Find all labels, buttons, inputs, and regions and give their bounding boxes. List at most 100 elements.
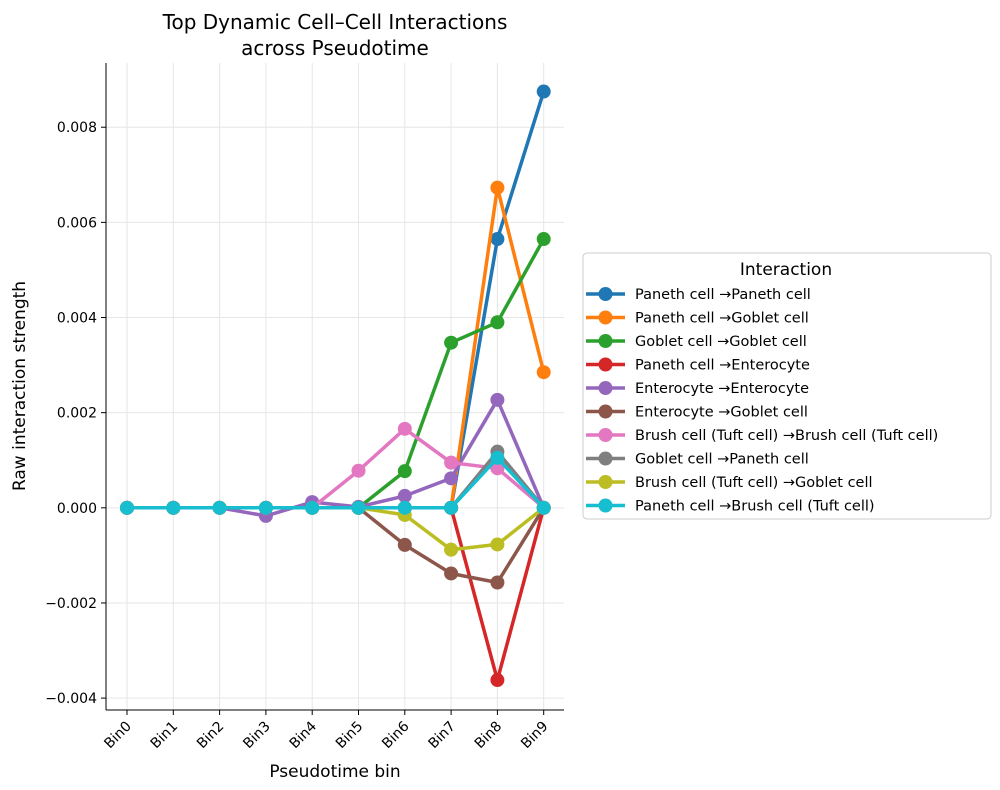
series-line: [127, 398, 546, 518]
legend-title: Interaction: [740, 260, 832, 280]
data-point: [444, 455, 459, 470]
legend-label: Enterocyte →Goblet cell: [635, 405, 808, 421]
data-point: [397, 421, 412, 436]
y-tick-label: 0.008: [57, 120, 97, 136]
y-tick-label: 0.000: [57, 501, 97, 517]
legend-swatch-marker: [598, 381, 613, 395]
data-point: [258, 500, 273, 515]
legend-item: Paneth cell →Brush cell (Tuft cell): [586, 498, 875, 515]
legend-item: Enterocyte →Enterocyte: [586, 381, 809, 397]
legend-swatch-marker: [598, 404, 613, 419]
legend-frame: [582, 252, 992, 520]
y-ticks: −0.004 −0.002 0.000 0.002 0.004 0.006 0.008: [45, 120, 106, 707]
data-point: [490, 232, 505, 247]
data-point: [536, 500, 551, 515]
legend: Interaction Paneth cell →Paneth cellPane…: [582, 252, 992, 520]
y-tick-label: 0.002: [57, 406, 97, 422]
series-line: [127, 427, 545, 510]
legend-label: Paneth cell →Goblet cell: [635, 311, 809, 327]
data-point: [536, 84, 551, 99]
data-point: [444, 566, 459, 581]
y-tick-label: −0.002: [45, 596, 97, 612]
y-tick-label: 0.006: [57, 215, 97, 231]
data-point: [166, 500, 181, 515]
x-ticks: Bin0 Bin1 Bin2 Bin3 Bin4 Bin5 Bin6 Bin7 Bin8 Bin9: [101, 710, 552, 752]
legend-label: Enterocyte →Enterocyte: [635, 381, 809, 397]
data-point: [536, 365, 551, 380]
legend-label: Paneth cell →Enterocyte: [635, 358, 810, 374]
x-axis-label: Pseudotime bin: [269, 762, 400, 782]
x-tick-label: Bin7: [425, 719, 458, 752]
series-3: [120, 500, 551, 688]
chart-title-line-1: Top Dynamic Cell–Cell Interactions: [162, 10, 508, 34]
legend-label: Brush cell (Tuft cell) →Goblet cell: [635, 475, 873, 491]
legend-item: Paneth cell →Enterocyte: [586, 357, 810, 374]
data-point: [351, 463, 366, 478]
x-tick-label: Bin0: [101, 719, 134, 752]
data-point: [397, 488, 412, 503]
x-tick-label: Bin4: [287, 718, 320, 751]
legend-item: Paneth cell →Paneth cell: [586, 287, 811, 303]
data-point: [444, 542, 459, 557]
data-point: [120, 500, 134, 515]
data-point: [397, 464, 412, 479]
data-point: [490, 392, 505, 407]
legend-item: Paneth cell →Goblet cell: [586, 310, 809, 327]
series-line: [127, 506, 545, 552]
data-point: [490, 673, 505, 688]
series-line: [127, 185, 546, 510]
data-point: [444, 500, 459, 515]
legend-swatch-marker: [598, 357, 613, 372]
legend-swatch-marker: [598, 475, 613, 489]
data-point: [536, 232, 551, 247]
data-point: [397, 500, 412, 515]
chart-title-line-2: across Pseudotime: [241, 36, 429, 60]
legend-label: Goblet cell →Paneth cell: [635, 452, 809, 468]
x-tick-label: Bin1: [148, 719, 181, 752]
legend-label: Goblet cell →Goblet cell: [635, 334, 807, 350]
legend-label: Paneth cell →Brush cell (Tuft cell): [635, 499, 875, 515]
legend-swatch-marker: [598, 310, 613, 325]
data-point: [444, 471, 459, 486]
data-point: [490, 315, 505, 330]
series-9: [120, 450, 551, 515]
data-point: [444, 335, 459, 350]
legend-label: Brush cell (Tuft cell) →Brush cell (Tuft…: [635, 428, 938, 444]
data-point: [490, 180, 505, 195]
x-tick-label: Bin3: [240, 719, 273, 752]
data-point: [490, 537, 505, 552]
x-tick-label: Bin2: [194, 719, 227, 752]
legend-swatch-marker: [598, 334, 613, 348]
grid: [106, 63, 564, 710]
data-point: [490, 575, 505, 590]
legend-label: Paneth cell →Paneth cell: [635, 287, 811, 303]
data-point: [490, 461, 505, 476]
series-line: [127, 449, 546, 510]
y-tick-label: −0.004: [45, 691, 97, 707]
data-point: [490, 450, 505, 465]
series-line: [127, 456, 545, 510]
data-point: [212, 500, 227, 515]
data-point: [397, 537, 412, 552]
x-tick-label: Bin9: [518, 719, 551, 752]
legend-item: Goblet cell →Goblet cell: [586, 334, 807, 350]
legend-items: Paneth cell →Paneth cell Paneth cell →Gob…: [586, 287, 938, 515]
legend-swatch-marker: [598, 498, 613, 513]
y-axis-label: Raw interaction strength: [10, 281, 30, 491]
legend-swatch-marker: [598, 451, 613, 466]
legend-item: Brush cell (Tuft cell) →Goblet cell: [586, 475, 873, 491]
x-tick-label: Bin6: [379, 718, 412, 751]
data-point: [351, 500, 366, 515]
data-point: [305, 500, 320, 515]
legend-item: Goblet cell →Paneth cell: [586, 451, 809, 468]
x-tick-label: Bin5: [333, 719, 366, 752]
legend-swatch-marker: [598, 287, 613, 301]
series-0: [120, 84, 551, 515]
series-layer: [120, 84, 551, 688]
legend-item: Brush cell (Tuft cell) →Brush cell (Tuft…: [586, 428, 938, 444]
x-tick-label: Bin8: [472, 719, 505, 752]
legend-item: Enterocyte →Goblet cell: [586, 404, 808, 421]
series-line: [127, 506, 546, 682]
legend-swatch-marker: [598, 428, 613, 442]
